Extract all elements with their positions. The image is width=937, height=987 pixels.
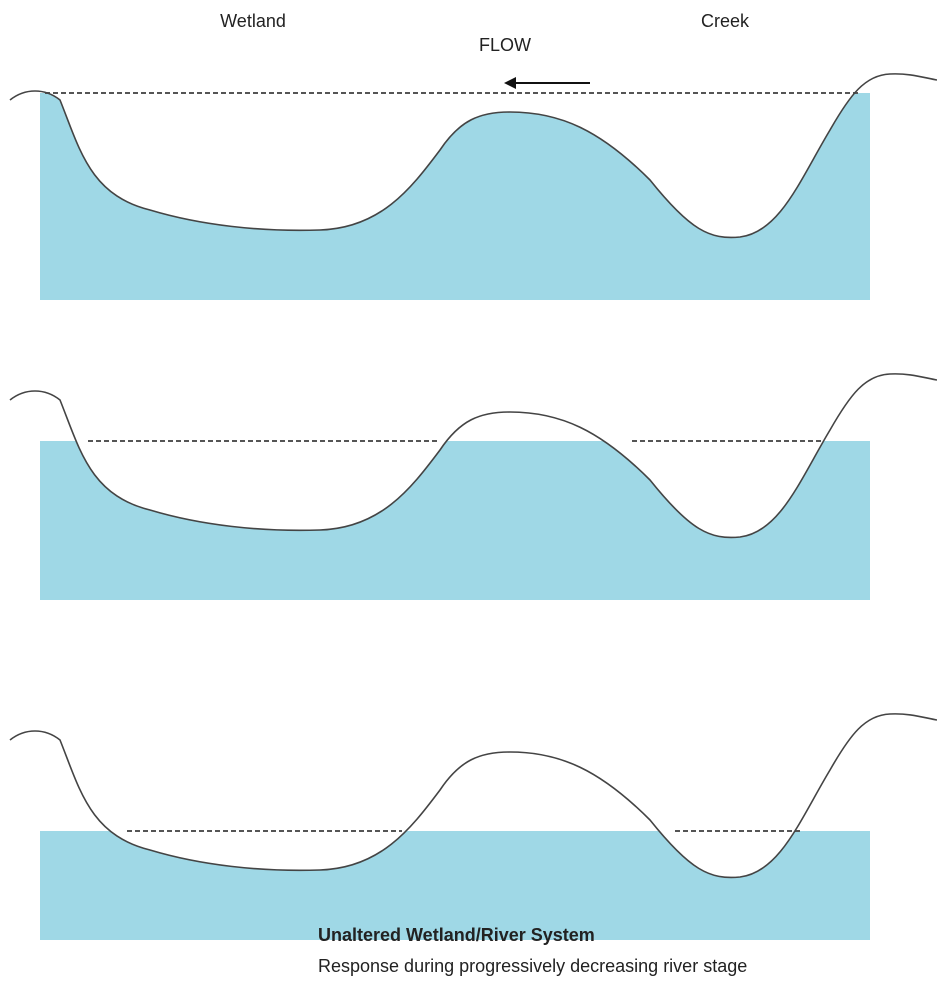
flow-arrow bbox=[504, 77, 590, 89]
panel-high bbox=[10, 74, 937, 303]
wetland-label: Wetland bbox=[220, 11, 286, 31]
diagram: Wetland Creek FLOW Unaltered Wetland/Riv… bbox=[0, 0, 937, 987]
page: Wetland Creek FLOW Unaltered Wetland/Riv… bbox=[0, 0, 937, 987]
water bbox=[40, 441, 870, 611]
water bbox=[40, 93, 870, 303]
panel-mid bbox=[10, 374, 937, 611]
creek-label: Creek bbox=[701, 11, 750, 31]
panel-low bbox=[10, 714, 937, 951]
caption-subtitle: Response during progressively decreasing… bbox=[318, 956, 747, 976]
flow-label: FLOW bbox=[479, 35, 531, 55]
caption-title: Unaltered Wetland/River System bbox=[318, 925, 595, 945]
